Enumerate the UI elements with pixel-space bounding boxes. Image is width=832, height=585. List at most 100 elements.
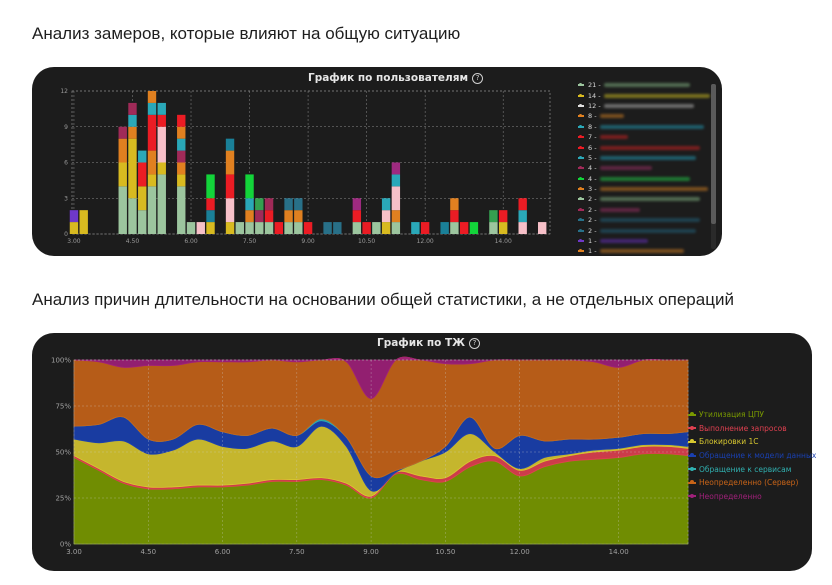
user-legend-label: 2 - xyxy=(588,195,597,204)
help-icon[interactable]: ? xyxy=(472,73,484,84)
y-tick-label: 6 xyxy=(64,160,68,167)
bar-segment xyxy=(245,174,254,199)
user-legend-label: 4 - xyxy=(588,174,597,183)
y-tick-label: 100% xyxy=(51,357,71,365)
user-legend-item[interactable]: 4 - xyxy=(578,163,710,173)
user-legend-item[interactable]: 7 - xyxy=(578,132,710,142)
bar-segment xyxy=(206,198,215,211)
bar-segment xyxy=(284,210,293,223)
bar-segment xyxy=(138,162,147,187)
bar-segment xyxy=(157,114,166,127)
tj-legend-item[interactable]: Выполнение запросов xyxy=(688,422,816,436)
legend-marker xyxy=(578,135,584,139)
bar-segment xyxy=(498,210,508,223)
user-legend-item[interactable]: 6 - xyxy=(578,142,710,152)
bar-segment xyxy=(206,222,215,234)
user-legend-item[interactable]: 2 - xyxy=(578,194,710,204)
legend-marker xyxy=(688,453,696,458)
x-tick-label: 6.00 xyxy=(215,548,231,556)
bar-segment xyxy=(157,126,166,163)
tj-legend-item[interactable]: Обращение к модели данных xyxy=(688,449,816,463)
user-legend-item[interactable]: 2 - xyxy=(578,205,710,215)
bar-segment xyxy=(147,102,157,115)
user-legend-item[interactable]: 12 - xyxy=(578,101,710,111)
tj-legend-label: Неопределенно xyxy=(699,491,762,501)
legend-marker xyxy=(578,166,584,170)
user-legend-label: 8 - xyxy=(588,112,597,121)
redacted-user-name xyxy=(599,218,700,223)
user-legend-item[interactable]: 3 - xyxy=(578,184,710,194)
redacted-user-name xyxy=(599,145,700,150)
bar-segment xyxy=(177,162,186,175)
user-legend-item[interactable]: 4 - xyxy=(578,174,710,184)
bar-segment xyxy=(420,222,430,234)
user-legend-item[interactable]: 1 - xyxy=(578,236,710,246)
legend-marker xyxy=(688,439,696,444)
bar-segment xyxy=(206,174,215,199)
bar-segment xyxy=(391,210,401,223)
legend-marker xyxy=(688,480,696,485)
redacted-user-name xyxy=(599,187,708,192)
user-legend-label: 2 - xyxy=(588,226,597,235)
user-legend-item[interactable]: 1 - xyxy=(578,246,710,256)
x-tick-label: 10.50 xyxy=(435,548,455,556)
users-bar-chart: 3.00 4.50 6.00 7.50 9.00 10.50 12.00 14.00 0 3 6 9 1… xyxy=(60,88,551,245)
tj-legend-item[interactable]: Блокировки 1С xyxy=(688,435,816,449)
y-tick-label: 0 xyxy=(64,231,68,238)
help-icon[interactable]: ? xyxy=(469,338,480,349)
legend-scrollbar[interactable] xyxy=(711,84,716,249)
tj-chart-title: График по ТЖ? xyxy=(377,337,480,349)
redacted-user-name xyxy=(603,103,694,108)
user-legend-item[interactable]: 2 - xyxy=(578,225,710,235)
bar-segment xyxy=(138,186,147,211)
bar-segment xyxy=(294,222,303,234)
bar-segment xyxy=(284,222,293,234)
redacted-user-name xyxy=(599,228,696,233)
user-legend-label: 2 - xyxy=(588,216,597,225)
redacted-user-name xyxy=(599,239,648,244)
legend-marker xyxy=(578,145,584,149)
bar-segment xyxy=(372,222,381,234)
x-tick-label: 14.00 xyxy=(495,238,512,245)
user-legend-item[interactable]: 2 - xyxy=(578,215,710,225)
bar-segment xyxy=(440,222,449,234)
bar-segment xyxy=(138,210,147,234)
bar-segment xyxy=(333,222,342,234)
tj-legend-item[interactable]: Неопределенно xyxy=(688,490,816,504)
bar-segment xyxy=(303,222,313,234)
users-chart-title: График по пользователям? xyxy=(308,72,484,84)
y-tick-label: 9 xyxy=(64,124,68,131)
bar-segment xyxy=(79,210,88,234)
bar-segment xyxy=(69,210,79,223)
bar-segment xyxy=(147,150,157,175)
user-legend-label: 5 - xyxy=(588,153,597,162)
user-legend-item[interactable]: 5 - xyxy=(578,153,710,163)
bar-segment xyxy=(450,198,459,211)
bar-segment xyxy=(264,210,274,223)
bar-segment xyxy=(118,162,127,187)
redacted-user-name xyxy=(599,176,690,181)
tj-legend-item[interactable]: Утилизация ЦПУ xyxy=(688,408,816,422)
bar-segment xyxy=(225,150,235,175)
user-legend-label: 12 - xyxy=(588,101,601,110)
legend-scrollbar-thumb[interactable] xyxy=(711,84,716,224)
bar-segment xyxy=(255,210,264,223)
tj-legend-label: Выполнение запросов xyxy=(699,423,787,433)
bar-segment xyxy=(186,222,196,234)
user-legend-item[interactable]: 8 - xyxy=(578,111,710,121)
user-legend-item[interactable]: 21 - xyxy=(578,80,710,90)
tj-legend-item[interactable]: Обращение к сервисам xyxy=(688,462,816,476)
bar-segment xyxy=(391,186,401,211)
bar-segment xyxy=(225,174,235,199)
tj-legend: Утилизация ЦПУ Выполнение запросов Блокиро… xyxy=(688,408,816,503)
user-legend-item[interactable]: 14 - xyxy=(578,90,710,100)
user-legend-label: 14 - xyxy=(587,91,601,100)
legend-marker xyxy=(578,187,584,191)
bar-segment xyxy=(147,91,157,103)
bar-segment xyxy=(381,198,391,211)
x-tick-label: 7.50 xyxy=(289,548,305,556)
bar-segment xyxy=(225,198,235,223)
user-legend-item[interactable]: 8 - xyxy=(578,122,710,132)
legend-marker xyxy=(578,124,584,128)
tj-legend-item[interactable]: Неопределенно (Сервер) xyxy=(688,476,816,490)
